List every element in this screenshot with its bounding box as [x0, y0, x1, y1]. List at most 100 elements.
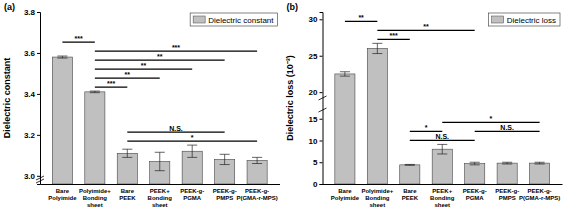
- x-tick-label: PEEK-g-P(GMA-r-MPS): [519, 188, 560, 201]
- x-tick: BarePEEK: [119, 184, 136, 201]
- error-bar: [57, 56, 67, 58]
- x-tick: PEEK-g-PMPS: [213, 184, 237, 201]
- axis-break: [319, 108, 327, 112]
- x-tick: PEEK-g-P(GMA-r-MPS): [519, 184, 560, 201]
- x-tick-label-line: PEEK-g-: [213, 188, 237, 194]
- x-tick-label-line: P(GMA-r-MPS): [519, 195, 560, 201]
- x-tick-label: PEEK+Bondingsheet: [430, 188, 455, 207]
- y-tick-mark: [320, 19, 323, 20]
- y-axis-title: Dielectric loss (10⁻³): [285, 55, 295, 141]
- error-bar: [187, 145, 197, 157]
- x-tick-label-line: Polyimide: [331, 195, 360, 201]
- marks: [335, 43, 550, 184]
- legend-label: Dielectric loss: [507, 16, 556, 25]
- plot: 051015202530BarePolyimidePolyimide+Bondi…: [285, 13, 563, 208]
- bar: [367, 48, 387, 184]
- significance-line: [95, 59, 225, 60]
- error-bar: [90, 91, 100, 93]
- significance-label: N.S.: [435, 133, 449, 140]
- x-tick: PEEK-g-PGMA: [463, 184, 487, 201]
- x-tick: BarePolyimide: [48, 184, 77, 201]
- x-tick: PEEK+Bondingsheet: [430, 184, 455, 208]
- y-tick-mark: [37, 53, 40, 54]
- error-bar: [405, 164, 415, 166]
- y-tick-mark: [320, 56, 323, 57]
- x-tick-label-line: PMPS: [216, 195, 233, 201]
- y-tick-label: 20: [309, 88, 318, 97]
- y-tick: 3.2: [24, 131, 40, 140]
- x-tick-label-line: Bonding: [83, 195, 108, 201]
- y-tick-mark: [320, 119, 323, 120]
- y-axis: 051015202530: [309, 13, 323, 190]
- panel: (b)051015202530BarePolyimidePolyimide+Bo…: [285, 2, 563, 208]
- y-tick-mark: [320, 184, 323, 185]
- x-tick: PEEK-g-PMPS: [495, 184, 519, 201]
- x-tick-label-line: sheet: [87, 202, 103, 208]
- y-tick-label: 3.4: [24, 90, 36, 99]
- x-tick-label-line: PEEK+: [432, 188, 452, 194]
- legend: Dielectric constant: [190, 13, 277, 26]
- x-tick-label: BarePolyimide: [48, 188, 77, 201]
- y-axis-line: [37, 13, 41, 185]
- y-tick-label: 0: [313, 180, 318, 189]
- y-tick-label: 10: [309, 137, 318, 146]
- x-tick-label-line: PGMA: [466, 195, 485, 201]
- x-tick-label-line: sheet: [152, 202, 168, 208]
- error-bar: [220, 154, 230, 164]
- y-tick: 3.8: [24, 8, 40, 17]
- x-tick-label-line: Bare: [121, 188, 135, 194]
- significance-line: [377, 30, 474, 31]
- y-tick: 3.4: [24, 90, 40, 99]
- y-axis-title: Dielectric constant: [2, 58, 12, 139]
- bar: [247, 160, 267, 184]
- y-tick: 30: [309, 15, 323, 24]
- bar: [117, 153, 137, 184]
- x-tick-label-line: PGMA: [183, 195, 202, 201]
- significance-label: *: [490, 115, 493, 122]
- x-tick-label-line: Bare: [403, 188, 417, 194]
- y-tick-label: 3.6: [24, 49, 36, 58]
- x-tick: Polyimide+Bondingsheet: [361, 184, 393, 208]
- x-tick-label-line: PEEK-g-: [463, 188, 487, 194]
- legend-frame: [190, 13, 277, 26]
- y-tick-mark: [320, 140, 323, 141]
- y-tick-label: 5: [313, 158, 318, 167]
- significance-label: **: [125, 71, 131, 78]
- y-tick-label: 25: [309, 52, 318, 61]
- y-tick-label: 3.8: [24, 8, 36, 17]
- x-tick-label: Polyimide+Bondingsheet: [361, 188, 393, 207]
- x-tick-label-line: PEEK-g-: [495, 188, 519, 194]
- significance-line: [127, 131, 224, 132]
- significance-line: [62, 41, 94, 42]
- x-tick-label-line: PEEK-g-: [180, 188, 204, 194]
- significance-label: ***: [172, 44, 180, 51]
- significance: *N.S.***************: [62, 35, 257, 142]
- significance-line: [95, 77, 160, 78]
- x-tick-label-line: Bare: [338, 188, 352, 194]
- x-tick-label-line: Polyimide+: [79, 188, 111, 194]
- legend-label: Dielectric constant: [208, 16, 274, 25]
- error-bar: [437, 144, 447, 154]
- significance-label: N.S.: [500, 124, 514, 131]
- x-axis: BarePolyimidePolyimide+BondingsheetBareP…: [41, 184, 281, 208]
- bar: [85, 92, 105, 184]
- x-tick-label-line: Bonding: [365, 195, 390, 201]
- significance-label: *: [425, 124, 428, 131]
- x-tick-label: PEEK-g-PMPS: [495, 188, 519, 201]
- y-tick: 10: [309, 137, 323, 146]
- significance-label: *: [191, 134, 194, 141]
- panel-label: (a): [4, 2, 15, 12]
- error-bar: [155, 152, 165, 170]
- x-axis-line: [323, 184, 563, 185]
- x-tick-label-line: PMPS: [499, 195, 516, 201]
- significance-label: ***: [389, 32, 397, 39]
- significance-line: [442, 122, 539, 123]
- marks: [52, 56, 267, 184]
- y-tick-mark: [37, 12, 40, 13]
- x-axis: BarePolyimidePolyimide+BondingsheetBareP…: [323, 184, 563, 208]
- significance-label: **: [358, 14, 364, 21]
- significance-label: **: [141, 62, 147, 69]
- x-tick-label-line: PEEK: [119, 195, 136, 201]
- y-tick-label: 3.2: [24, 131, 36, 140]
- x-tick-label-line: P(GMA-r-MPS): [236, 195, 277, 201]
